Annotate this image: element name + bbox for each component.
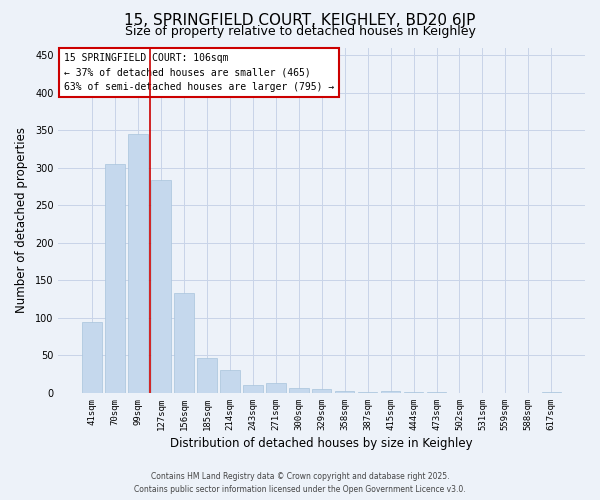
Text: Contains HM Land Registry data © Crown copyright and database right 2025.
Contai: Contains HM Land Registry data © Crown c… bbox=[134, 472, 466, 494]
Bar bbox=[243, 386, 263, 393]
Bar bbox=[82, 322, 102, 393]
Bar bbox=[197, 358, 217, 393]
Bar bbox=[358, 392, 377, 393]
Bar bbox=[106, 164, 125, 393]
Text: 15, SPRINGFIELD COURT, KEIGHLEY, BD20 6JP: 15, SPRINGFIELD COURT, KEIGHLEY, BD20 6J… bbox=[124, 12, 476, 28]
Bar bbox=[335, 392, 355, 393]
Bar bbox=[220, 370, 239, 393]
Bar bbox=[174, 293, 194, 393]
Y-axis label: Number of detached properties: Number of detached properties bbox=[15, 127, 28, 313]
Bar bbox=[312, 389, 331, 393]
Bar bbox=[151, 180, 171, 393]
Bar bbox=[266, 383, 286, 393]
Bar bbox=[542, 392, 561, 393]
Bar bbox=[289, 388, 308, 393]
X-axis label: Distribution of detached houses by size in Keighley: Distribution of detached houses by size … bbox=[170, 437, 473, 450]
Bar bbox=[381, 392, 400, 393]
Bar bbox=[128, 134, 148, 393]
Text: 15 SPRINGFIELD COURT: 106sqm
← 37% of detached houses are smaller (465)
63% of s: 15 SPRINGFIELD COURT: 106sqm ← 37% of de… bbox=[64, 52, 334, 92]
Bar bbox=[404, 392, 424, 393]
Bar bbox=[427, 392, 446, 393]
Text: Size of property relative to detached houses in Keighley: Size of property relative to detached ho… bbox=[125, 25, 475, 38]
